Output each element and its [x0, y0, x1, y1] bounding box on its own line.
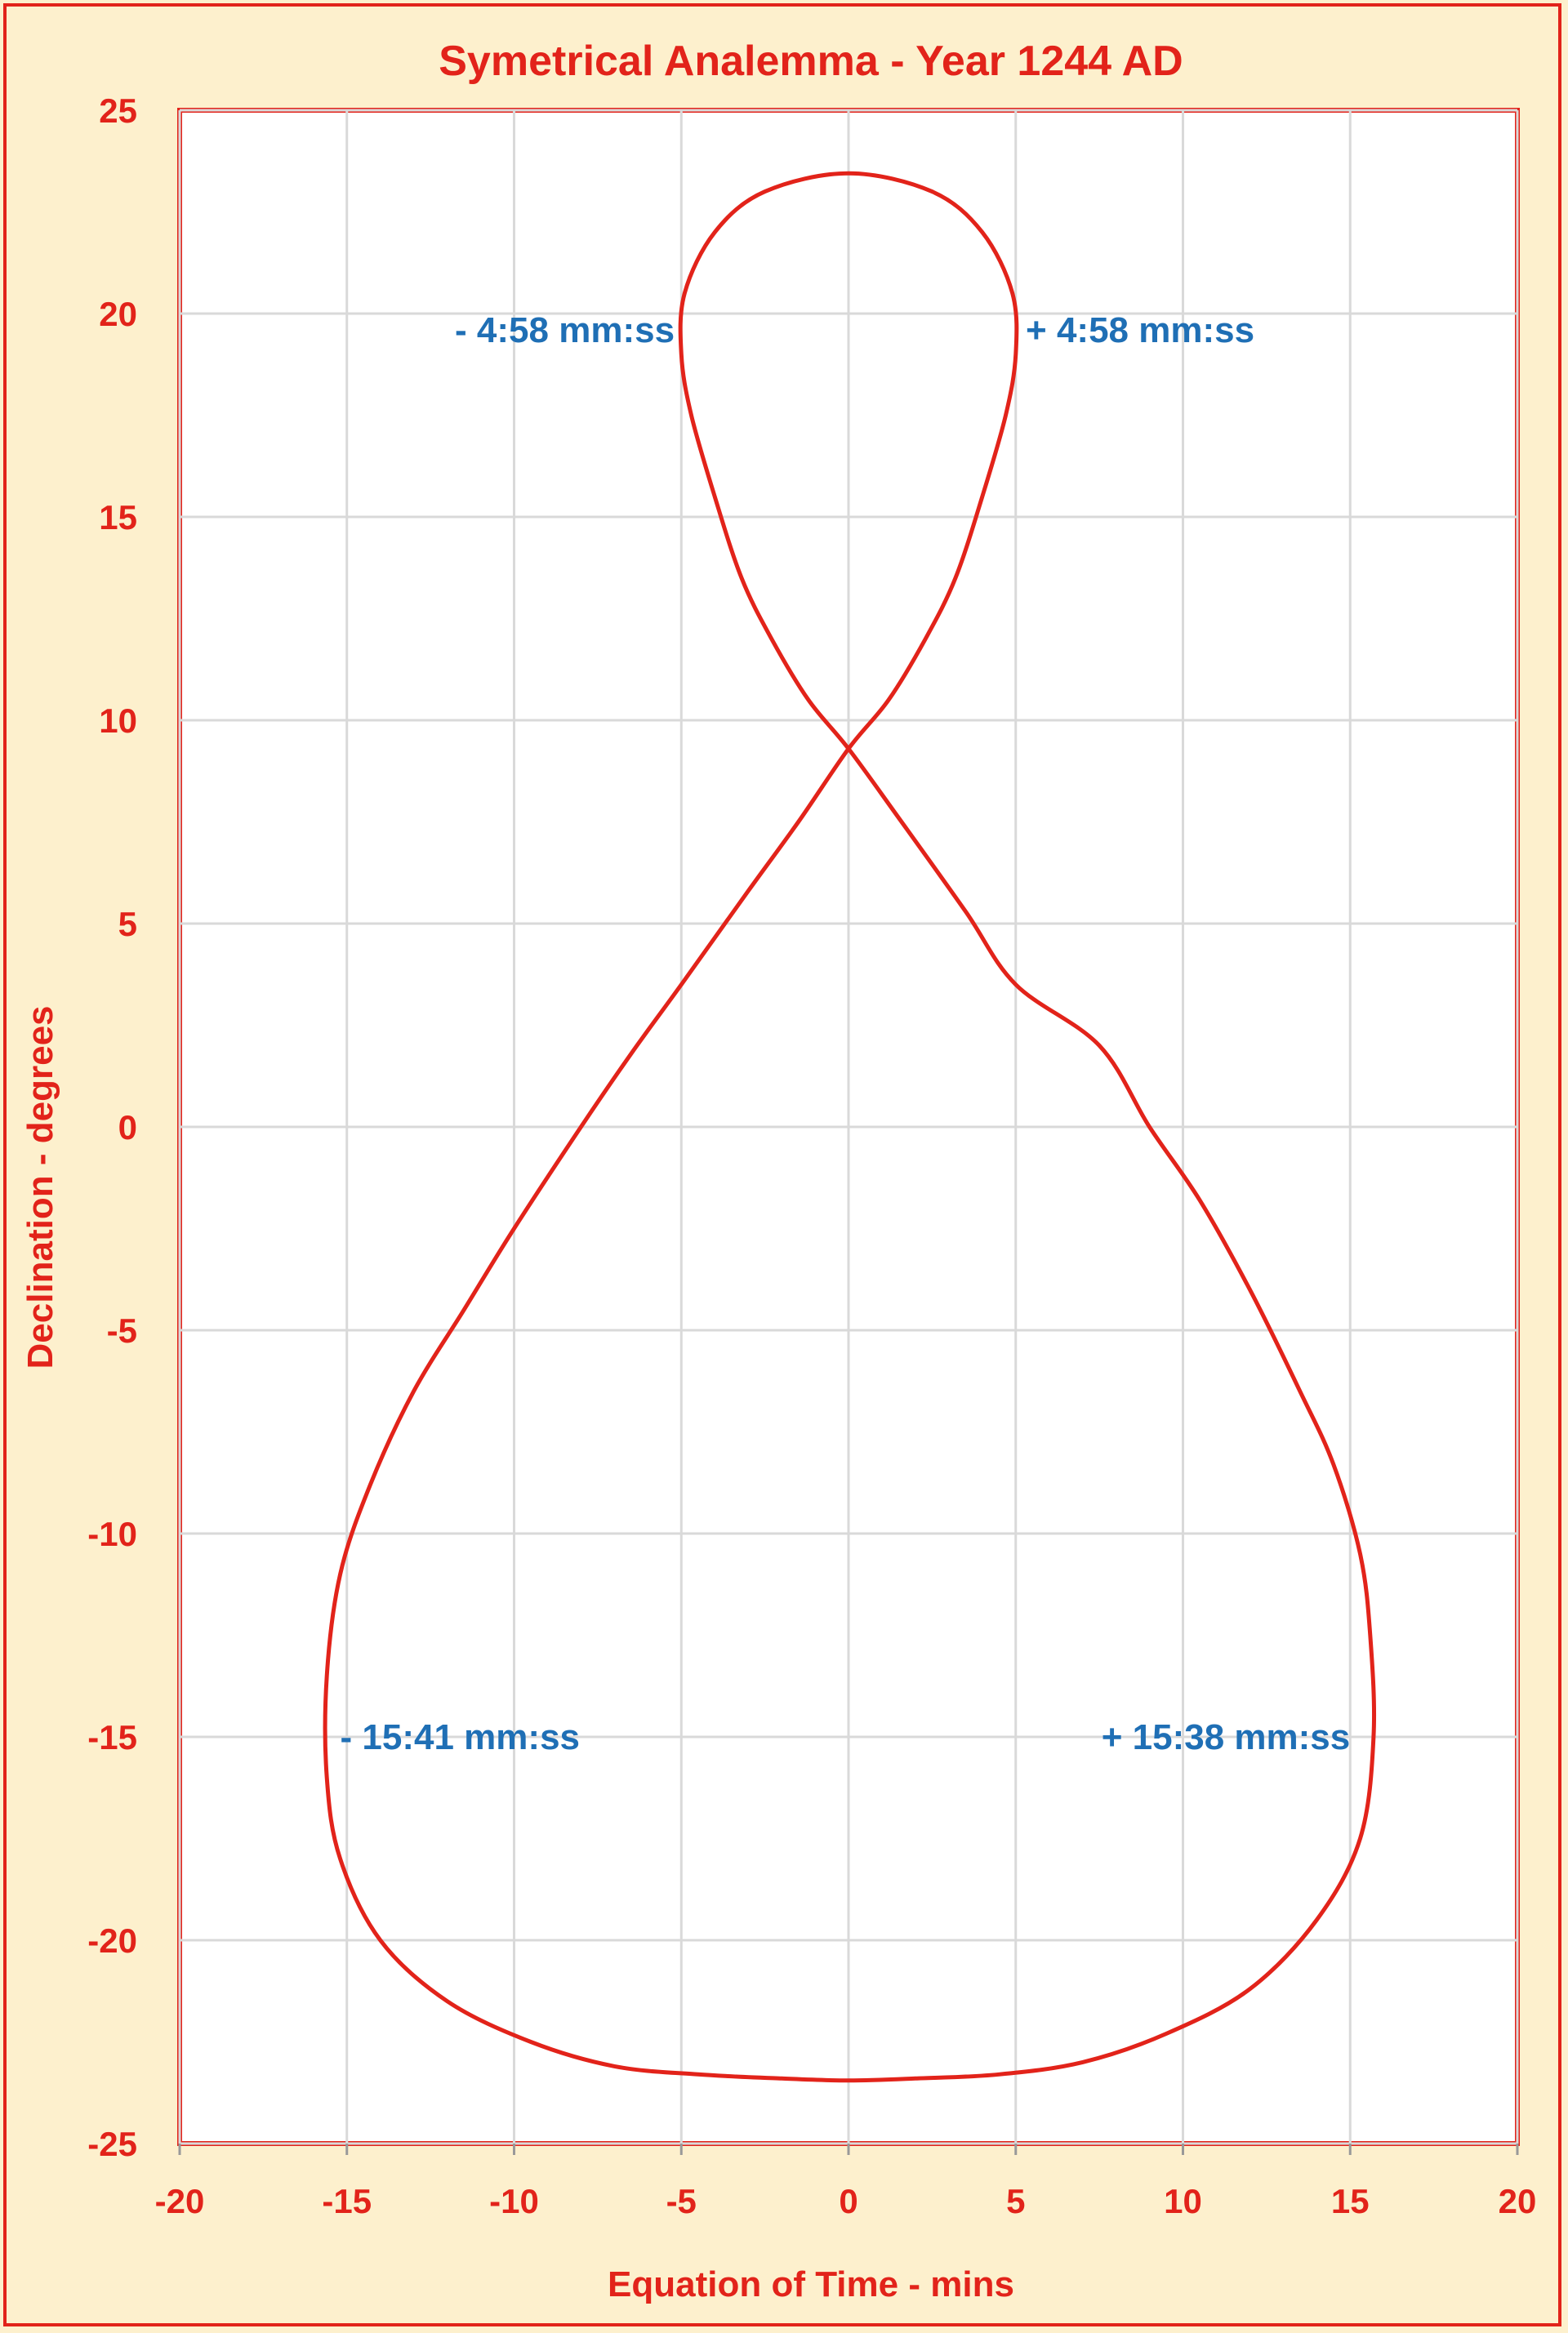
chart-frame	[3, 3, 1561, 2326]
y-tick-label: -25	[87, 2125, 137, 2163]
gridlines	[178, 109, 1519, 2145]
chart-title: Symetrical Analemma - Year 1244 AD	[439, 38, 1183, 85]
y-tick-label: 5	[118, 905, 137, 943]
analemma-series-line	[323, 171, 1377, 2083]
x-tick-label: 20	[1499, 2182, 1537, 2220]
y-tick-label: -15	[87, 1718, 137, 1756]
y-tick-label: 0	[118, 1108, 137, 1146]
x-tick-label: -10	[489, 2182, 539, 2220]
x-tick-label: 0	[839, 2182, 858, 2220]
x-tick-label: 10	[1164, 2182, 1202, 2220]
annotation-label: - 15:41 mm:ss	[341, 1717, 580, 1757]
x-tick-label: -15	[322, 2182, 372, 2220]
x-tick-label: -20	[155, 2182, 205, 2220]
x-axis-title: Equation of Time - mins	[608, 2264, 1014, 2304]
x-tick-label: 15	[1331, 2182, 1370, 2220]
y-tick-label: -10	[87, 1515, 137, 1553]
annotation-label: + 15:38 mm:ss	[1102, 1717, 1351, 1757]
x-tick-label: 5	[1006, 2182, 1025, 2220]
annotations: - 4:58 mm:ss + 4:58 mm:ss - 15:41 mm:ss + 1…	[341, 310, 1351, 1757]
y-tick-label: 10	[99, 701, 137, 740]
y-axis-title: Declination - degrees	[20, 1005, 60, 1369]
x-tick-label: -5	[666, 2182, 697, 2220]
annotation-label: - 4:58 mm:ss	[455, 310, 675, 350]
y-tick-label: 20	[99, 295, 137, 333]
y-tick-label: -5	[107, 1311, 137, 1350]
y-tick-label: -20	[87, 1921, 137, 1960]
y-tick-label: 25	[99, 91, 137, 130]
y-tick-label: 15	[99, 498, 137, 537]
axis-ticks: -20 -15 -10 -5 0 5 10 15 20 25 20 15 10 5 0 -5 -10 -15 -20…	[87, 91, 1536, 2220]
annotation-label: + 4:58 mm:ss	[1026, 310, 1254, 350]
